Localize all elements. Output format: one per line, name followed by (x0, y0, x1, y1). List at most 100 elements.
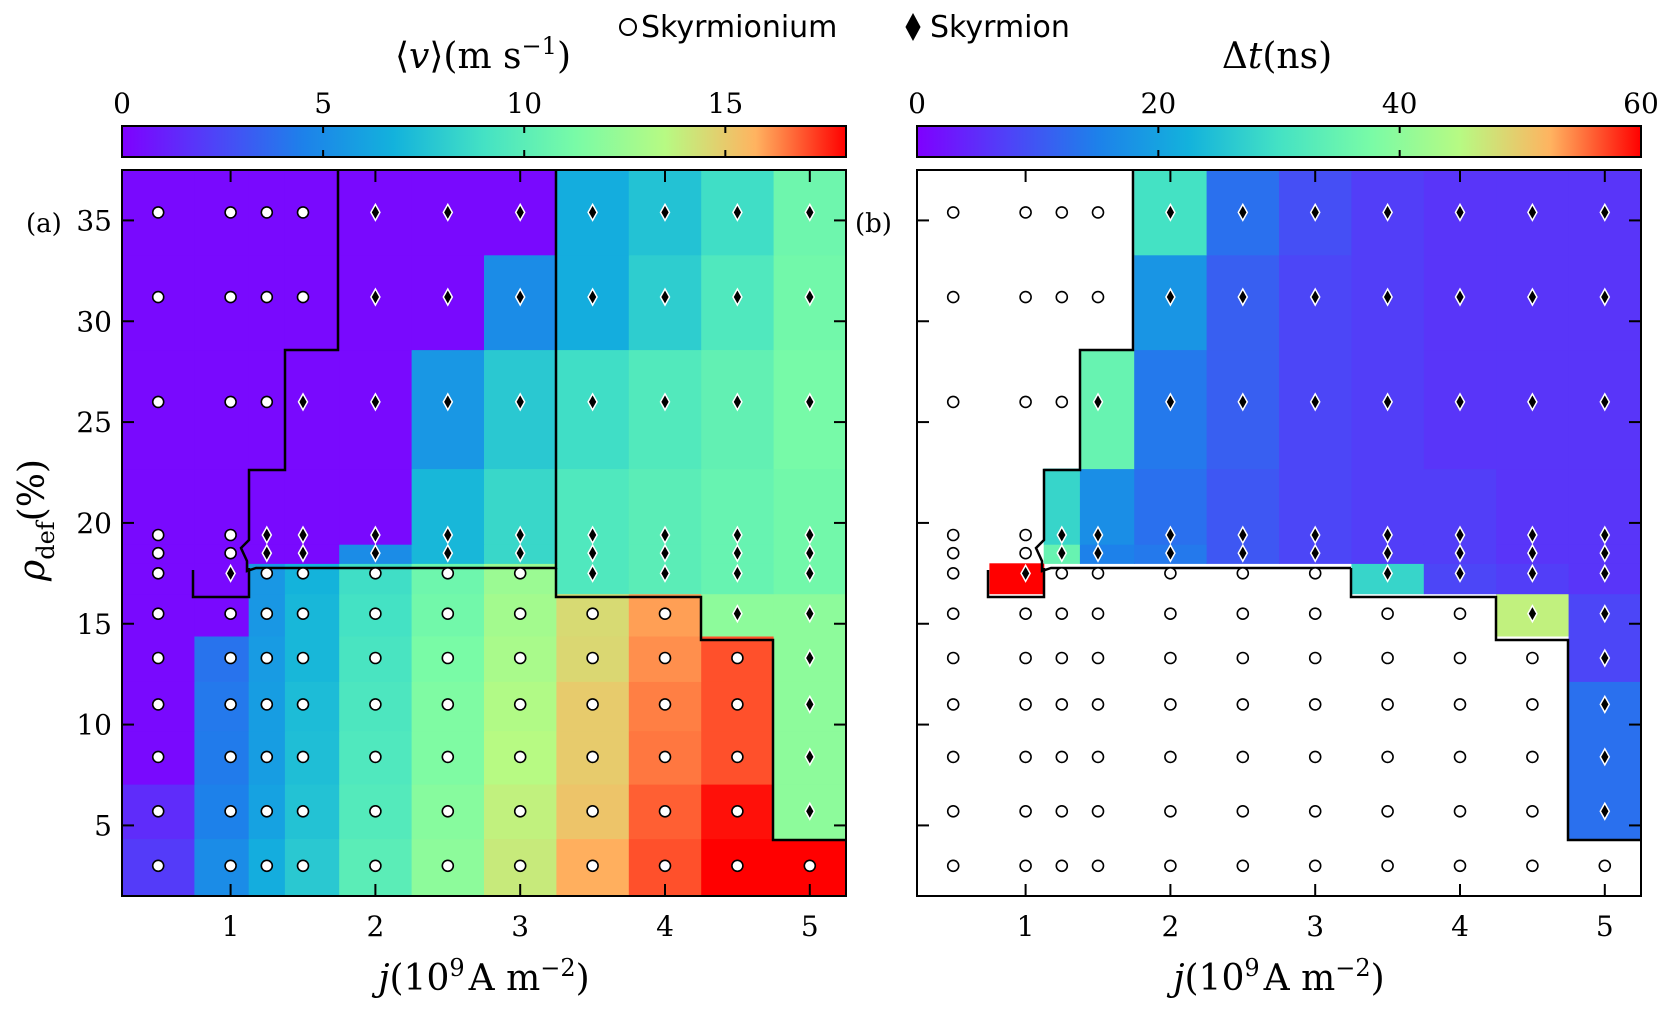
skyrmionium-marker (1526, 750, 1539, 764)
skyrmionium-marker (441, 651, 455, 665)
skyrmionium-marker (1019, 859, 1032, 873)
skyrmion-marker (1599, 392, 1611, 412)
skyrmion-marker (1237, 392, 1249, 412)
skyrmionium-marker (1308, 607, 1322, 621)
skyrmion-marker (1599, 604, 1611, 624)
x-tick-label: 1 (222, 910, 240, 943)
skyrmion-marker (1454, 287, 1466, 307)
x-axis-title-a: j(109 A m−2) (371, 954, 589, 999)
skyrmion-marker (442, 543, 454, 563)
skyrmionium-marker (1055, 206, 1069, 219)
skyrmionium-marker (1164, 859, 1177, 873)
skyrmionium-marker (1381, 804, 1394, 818)
x-tick-label: 2 (1161, 910, 1179, 943)
skyrmionium-marker (260, 290, 274, 304)
skyrmionium-marker (296, 698, 310, 711)
skyrmionium-marker (1526, 859, 1539, 873)
skyrmion-marker (732, 563, 743, 583)
skyrmionium-marker (224, 395, 237, 409)
heatmap-cell (284, 593, 340, 637)
colorbar-tick-label: 5 (314, 87, 332, 120)
skyrmion-marker (1092, 543, 1104, 563)
y-axis-title-a: ρdef(%) (12, 459, 60, 582)
skyrmionium-marker (658, 804, 672, 818)
skyrmionium-marker (369, 566, 382, 580)
heatmap-cell (194, 563, 250, 595)
skyrmionium-marker (1453, 804, 1467, 818)
skyrmion-marker (804, 694, 816, 714)
heatmap-cell (284, 349, 340, 470)
heatmap-cell (284, 170, 340, 256)
skyrmion-marker (1599, 801, 1611, 821)
skyrmion-marker (1165, 392, 1176, 412)
skyrmionium-marker (1055, 566, 1069, 580)
heatmap-cell (989, 563, 1045, 595)
skyrmion-marker (804, 604, 816, 624)
skyrmionium-marker (1055, 750, 1069, 764)
skyrmionium-marker (946, 607, 960, 621)
skyrmion-marker (370, 202, 381, 222)
heatmap-cell (284, 635, 340, 682)
skyrmionium-marker (731, 859, 744, 873)
skyrmionium-marker (1308, 750, 1322, 764)
skyrmion-marker (732, 392, 743, 412)
skyrmionium-marker (1091, 651, 1105, 665)
skyrmionium-marker (1055, 651, 1069, 665)
skyrmionium-marker (224, 528, 237, 542)
y-tick-label: 10 (76, 709, 112, 742)
skyrmion-marker (587, 287, 598, 307)
x-tick-label: 5 (801, 910, 819, 943)
skyrmionium-marker (731, 804, 744, 818)
x-tick-label: 1 (1017, 910, 1035, 943)
x-tick-label: 4 (1451, 910, 1469, 943)
y-tick-label: 30 (76, 305, 112, 338)
heatmap-cell (248, 349, 286, 470)
skyrmion-marker (659, 202, 671, 222)
heatmap-cell (194, 593, 250, 637)
skyrmionium-marker (1055, 290, 1069, 304)
skyrmion-marker (587, 202, 598, 222)
skyrmionium-marker (369, 750, 382, 764)
skyrmionium-marker (296, 607, 310, 621)
skyrmionium-marker (1019, 290, 1032, 304)
skyrmion-marker (804, 202, 816, 222)
skyrmionium-marker (946, 698, 960, 711)
skyrmionium-marker (946, 859, 960, 873)
heatmap-cell (194, 635, 250, 682)
skyrmionium-marker (731, 698, 744, 711)
skyrmion-marker (514, 525, 526, 545)
skyrmionium-marker (731, 651, 744, 665)
skyrmionium-marker (1091, 290, 1105, 304)
skyrmionium-marker (369, 804, 382, 818)
skyrmionium-marker (1308, 698, 1322, 711)
skyrmionium-marker (946, 206, 960, 219)
skyrmion-marker (1382, 543, 1393, 563)
heatmap-cell (122, 349, 195, 470)
skyrmionium-marker (151, 859, 165, 873)
skyrmionium-marker (296, 859, 310, 873)
heatmap-cell (284, 544, 340, 564)
y-tick-label: 5 (94, 809, 112, 842)
skyrmionium-marker (151, 395, 165, 409)
skyrmionium-marker (224, 206, 237, 219)
skyrmionium-marker (1091, 206, 1105, 219)
skyrmion-marker (1599, 563, 1611, 583)
skyrmionium-marker (946, 804, 960, 818)
colorbar-tick-label: 15 (708, 87, 744, 120)
skyrmionium-marker (260, 206, 274, 219)
skyrmionium-marker (658, 859, 672, 873)
skyrmion-marker (514, 287, 526, 307)
heatmap-cell (1079, 468, 1135, 545)
skyrmionium-marker (260, 750, 274, 764)
skyrmion-marker (1237, 287, 1249, 307)
skyrmion-marker (1527, 563, 1538, 583)
skyrmion-marker (659, 287, 671, 307)
colorbar-tick-label: 10 (506, 87, 542, 120)
skyrmionium-marker (224, 804, 237, 818)
skyrmion-marker (732, 202, 743, 222)
skyrmionium-marker (441, 859, 455, 873)
skyrmionium-marker (441, 566, 455, 580)
heatmap-cell (194, 468, 250, 545)
skyrmion-marker (587, 525, 598, 545)
skyrmionium-marker (1019, 546, 1032, 560)
